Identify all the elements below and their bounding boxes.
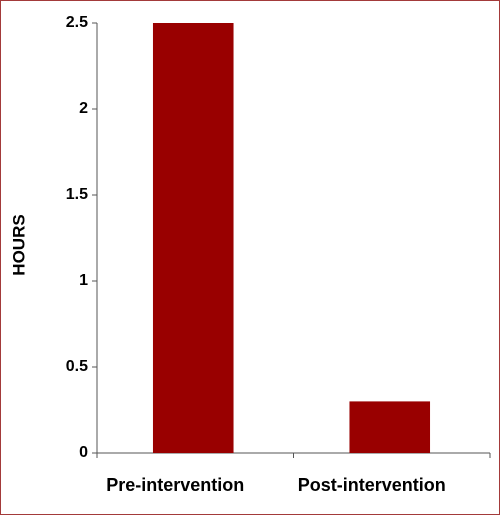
- y-tick-label: 1.5: [66, 186, 88, 203]
- bar: [349, 401, 431, 453]
- bar: [152, 23, 234, 453]
- y-tick-label: 2: [79, 100, 88, 117]
- y-tick-label: 0: [79, 444, 88, 461]
- x-tick-label: Pre-intervention: [106, 475, 244, 495]
- y-tick-label: 1: [79, 272, 88, 289]
- x-tick-label: Post-intervention: [298, 475, 446, 495]
- y-tick-label: 2.5: [66, 14, 88, 31]
- y-axis-label: HOURS: [9, 214, 28, 275]
- y-tick-label: 0.5: [66, 358, 88, 375]
